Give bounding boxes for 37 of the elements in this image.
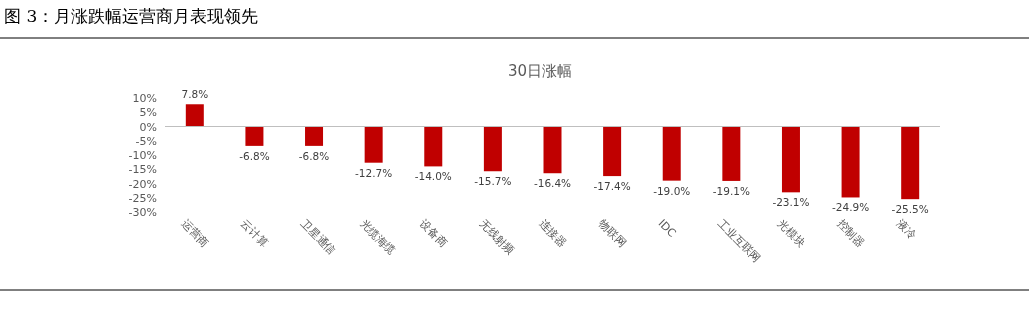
y-tick-label: -25%	[128, 191, 157, 205]
y-tick-label: -10%	[128, 149, 157, 162]
data-label: -15.7%	[474, 175, 512, 188]
chart-subtitle: 30日涨幅	[507, 62, 573, 80]
x-tick-label: IDC	[655, 216, 679, 241]
x-tick-label: 物联网	[595, 216, 629, 250]
data-label: -6.8%	[298, 149, 330, 162]
y-tick-label: 10%	[132, 92, 157, 105]
x-tick-label: 液冷	[894, 216, 919, 242]
data-label: -14.0%	[414, 170, 452, 183]
y-tick-label: 0%	[139, 120, 157, 134]
data-label: -12.7%	[355, 166, 393, 179]
data-label: -6.8%	[239, 149, 270, 162]
y-tick-label: -20%	[128, 177, 157, 191]
data-label: -24.9%	[832, 201, 870, 214]
x-tick-label: 控制器	[834, 216, 867, 250]
data-label: -19.0%	[653, 184, 691, 197]
data-label: -23.1%	[772, 196, 810, 209]
data-label: -16.4%	[533, 177, 572, 190]
y-tick-label: -15%	[128, 163, 157, 177]
x-tick-label: 云计算	[238, 216, 271, 250]
x-tick-label: 卫星通信	[297, 216, 339, 258]
x-tick-label: 无线射频	[476, 216, 518, 258]
x-tick-label: 连接器	[536, 216, 569, 250]
y-tick-label: -30%	[128, 206, 157, 219]
data-label: -19.1%	[712, 184, 750, 197]
y-tick-label: 5%	[139, 106, 157, 120]
data-label: -17.4%	[593, 180, 631, 193]
x-tick-label: 运营商	[178, 216, 212, 250]
data-label: -25.5%	[891, 203, 929, 216]
chart-title: 图 3：月涨跌幅运营商月表现领先	[4, 6, 259, 26]
x-tick-label: 设备商	[417, 216, 450, 250]
x-tick-label: 光缆海缆	[357, 216, 398, 258]
x-tick-label: 工业互联网	[715, 216, 764, 266]
y-tick-label: -5%	[135, 134, 157, 148]
data-label: 7.8%	[181, 88, 209, 101]
x-tick-label: 光模块	[774, 216, 808, 250]
